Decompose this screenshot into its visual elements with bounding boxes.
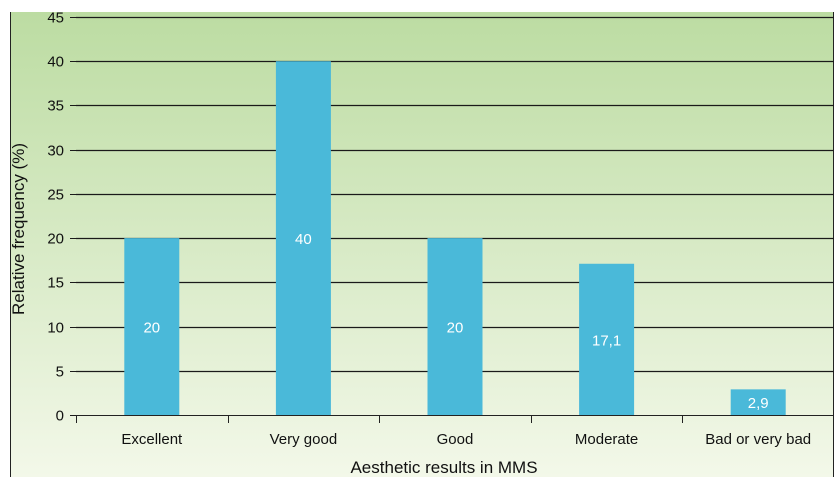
data-label: 20 bbox=[143, 320, 160, 337]
y-tick-label: 45 bbox=[47, 10, 64, 27]
y-tick-label: 0 bbox=[56, 408, 64, 425]
bar bbox=[730, 389, 786, 415]
y-tick-label: 15 bbox=[47, 275, 64, 292]
y-tick-label: 10 bbox=[47, 320, 64, 337]
data-label: 40 bbox=[295, 231, 312, 248]
data-label: 17,1 bbox=[592, 332, 621, 349]
y-tick-label: 5 bbox=[56, 364, 64, 381]
data-label: 2,9 bbox=[748, 395, 769, 412]
y-tick-label: 30 bbox=[47, 143, 64, 160]
bar bbox=[275, 61, 331, 415]
bars bbox=[124, 61, 786, 415]
axes: 0 5 10 15 20 25 30 35 40 45 Excellent Very good Good… bbox=[47, 10, 834, 448]
x-tick-label: Very good bbox=[270, 431, 338, 448]
x-tick-label: Moderate bbox=[575, 431, 638, 448]
bar bbox=[124, 238, 180, 415]
y-axis-title: Relative frequency (%) bbox=[9, 143, 28, 315]
x-tick-label: Bad or very bad bbox=[705, 431, 811, 448]
x-tick-label: Good bbox=[437, 431, 474, 448]
y-tick-label: 20 bbox=[47, 231, 64, 248]
data-labels: 20 40 20 17,1 2,9 bbox=[143, 231, 768, 412]
gridlines bbox=[76, 16, 834, 373]
y-tick-label: 25 bbox=[47, 187, 64, 204]
x-axis-title: Aesthetic results in MMS bbox=[350, 458, 537, 477]
x-tick-label: Excellent bbox=[121, 431, 183, 448]
bar bbox=[579, 263, 635, 415]
bar bbox=[427, 238, 483, 415]
y-tick-label: 40 bbox=[47, 54, 64, 71]
y-tick-label: 35 bbox=[47, 98, 64, 115]
data-label: 20 bbox=[447, 320, 464, 337]
